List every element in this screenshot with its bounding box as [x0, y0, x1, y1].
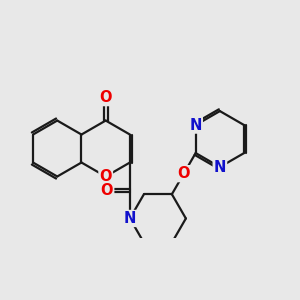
Text: N: N	[124, 211, 136, 226]
Text: O: O	[99, 169, 112, 184]
Text: N: N	[214, 160, 226, 175]
Text: O: O	[178, 166, 190, 181]
Text: O: O	[101, 183, 113, 198]
Text: N: N	[190, 118, 202, 133]
Text: O: O	[99, 90, 112, 105]
